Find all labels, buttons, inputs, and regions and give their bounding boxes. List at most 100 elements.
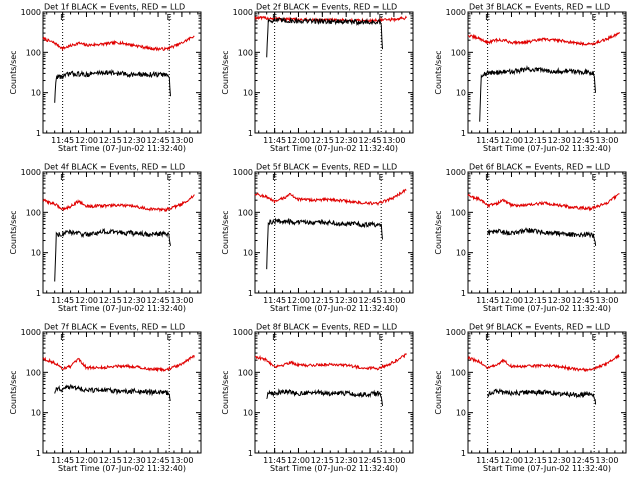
x-tick-label: 13:00 — [170, 456, 193, 465]
y-tick-label: 1000 — [233, 8, 253, 17]
marker-label: E — [272, 333, 277, 342]
panel-det-2: Det 2f BLACK = Events, RED = LLD 1 10 100 10… — [221, 3, 414, 153]
marker-label: E — [592, 173, 597, 182]
series-lld-line — [254, 188, 407, 207]
y-tick-label: 100 — [238, 208, 253, 217]
plot-frame — [467, 331, 627, 454]
marker-label: E — [167, 333, 172, 342]
panel-det-9: Det 9f BLACK = Events, RED = LLD 1 10 100 10… — [434, 323, 627, 473]
panel-det-4: Det 4f BLACK = Events, RED = LLD 1 10 100 10… — [9, 163, 202, 313]
y-tick-label: 1 — [461, 449, 466, 458]
y-tick-label: 100 — [26, 368, 41, 377]
y-axis-label: Counts/sec — [434, 370, 443, 414]
plot-frame — [467, 11, 627, 134]
y-tick-label: 100 — [451, 208, 466, 217]
x-tick-label: 12:45 — [359, 136, 382, 145]
y-tick-label: 1 — [36, 129, 41, 138]
marker-label: E — [592, 333, 597, 342]
series-events-line — [54, 383, 171, 401]
x-tick-label: 13:00 — [382, 296, 405, 305]
panel-det-7: Det 7f BLACK = Events, RED = LLD 1 10 100 10… — [9, 323, 202, 473]
y-tick-label: 10 — [31, 249, 41, 258]
x-axis-label: Start Time (07-Jun-02 11:32:40) — [58, 144, 186, 153]
x-axis-label: Start Time (07-Jun-02 11:32:40) — [270, 144, 398, 153]
x-tick-label: 12:45 — [359, 456, 382, 465]
x-tick-label: 12:30 — [123, 456, 146, 465]
marker-label: E — [379, 333, 384, 342]
y-axis-label: Counts/sec — [9, 210, 18, 254]
y-tick-label: 1 — [461, 289, 466, 298]
y-tick-label: 100 — [451, 48, 466, 57]
marker-label: E — [60, 173, 65, 182]
x-tick-label: 12:30 — [335, 456, 358, 465]
series-events-line — [266, 388, 383, 406]
x-tick-label: 11:45 — [263, 296, 286, 305]
series-lld-line — [467, 354, 620, 373]
x-tick-label: 12:15 — [99, 136, 122, 145]
y-tick-label: 1000 — [21, 8, 41, 17]
x-tick-label: 13:00 — [595, 296, 618, 305]
x-tick-label: 13:00 — [595, 456, 618, 465]
y-tick-label: 1 — [248, 129, 253, 138]
y-tick-label: 10 — [456, 249, 466, 258]
plot-frame — [42, 331, 202, 454]
marker-label: E — [272, 173, 277, 182]
y-tick-label: 10 — [31, 409, 41, 418]
x-tick-label: 12:00 — [287, 296, 310, 305]
series-events-line — [487, 227, 597, 246]
series-events-line — [266, 16, 383, 58]
x-tick-label: 11:45 — [51, 456, 74, 465]
x-tick-label: 11:45 — [263, 456, 286, 465]
plot-frame — [467, 171, 627, 294]
x-axis-label: Start Time (07-Jun-02 11:32:40) — [270, 464, 398, 473]
plot-frame — [42, 171, 202, 294]
series-lld-line — [254, 353, 407, 371]
y-tick-label: 1 — [248, 289, 253, 298]
x-axis-label: Start Time (07-Jun-02 11:32:40) — [58, 304, 186, 313]
y-tick-label: 1 — [248, 449, 253, 458]
x-tick-label: 12:45 — [147, 296, 170, 305]
plot-frame — [42, 11, 202, 134]
x-tick-label: 12:00 — [75, 136, 98, 145]
y-tick-label: 10 — [456, 89, 466, 98]
x-tick-label: 11:45 — [51, 296, 74, 305]
chart-title: Det 5f BLACK = Events, RED = LLD — [256, 163, 397, 172]
x-tick-label: 11:45 — [476, 136, 499, 145]
x-tick-label: 12:15 — [311, 136, 334, 145]
y-tick-label: 10 — [456, 409, 466, 418]
plot-frame — [254, 171, 414, 294]
y-tick-label: 10 — [243, 89, 253, 98]
y-axis-label: Counts/sec — [9, 370, 18, 414]
y-tick-label: 1 — [36, 449, 41, 458]
panel-det-3: Det 3f BLACK = Events, RED = LLD 1 10 100 10… — [434, 3, 627, 153]
y-tick-label: 100 — [26, 48, 41, 57]
series-lld-line — [467, 193, 620, 212]
panel-det-1: Det 1f BLACK = Events, RED = LLD 1 10 100 10… — [9, 3, 202, 153]
marker-label: E — [485, 173, 490, 182]
plot-frame — [254, 11, 414, 134]
y-tick-label: 10 — [31, 89, 41, 98]
x-tick-label: 13:00 — [170, 136, 193, 145]
x-tick-label: 11:45 — [263, 136, 286, 145]
panel-det-5: Det 5f BLACK = Events, RED = LLD 1 10 100 10… — [221, 163, 414, 313]
x-tick-label: 12:15 — [311, 456, 334, 465]
x-tick-label: 13:00 — [382, 136, 405, 145]
y-tick-label: 100 — [451, 368, 466, 377]
x-tick-label: 12:00 — [287, 456, 310, 465]
x-axis-label: Start Time (07-Jun-02 11:32:40) — [483, 144, 611, 153]
series-lld-line — [42, 194, 195, 213]
x-tick-label: 12:15 — [524, 136, 547, 145]
x-tick-label: 11:45 — [51, 136, 74, 145]
y-tick-label: 1000 — [21, 328, 41, 337]
marker-label: E — [167, 13, 172, 22]
y-axis-label: Counts/sec — [434, 50, 443, 94]
y-axis-label: Counts/sec — [9, 50, 18, 94]
x-tick-label: 12:30 — [548, 456, 571, 465]
plot-frame — [254, 331, 414, 454]
marker-label: E — [379, 13, 384, 22]
x-tick-label: 12:00 — [287, 136, 310, 145]
x-tick-label: 13:00 — [382, 456, 405, 465]
series-events-line — [487, 387, 597, 405]
x-tick-label: 12:45 — [359, 296, 382, 305]
